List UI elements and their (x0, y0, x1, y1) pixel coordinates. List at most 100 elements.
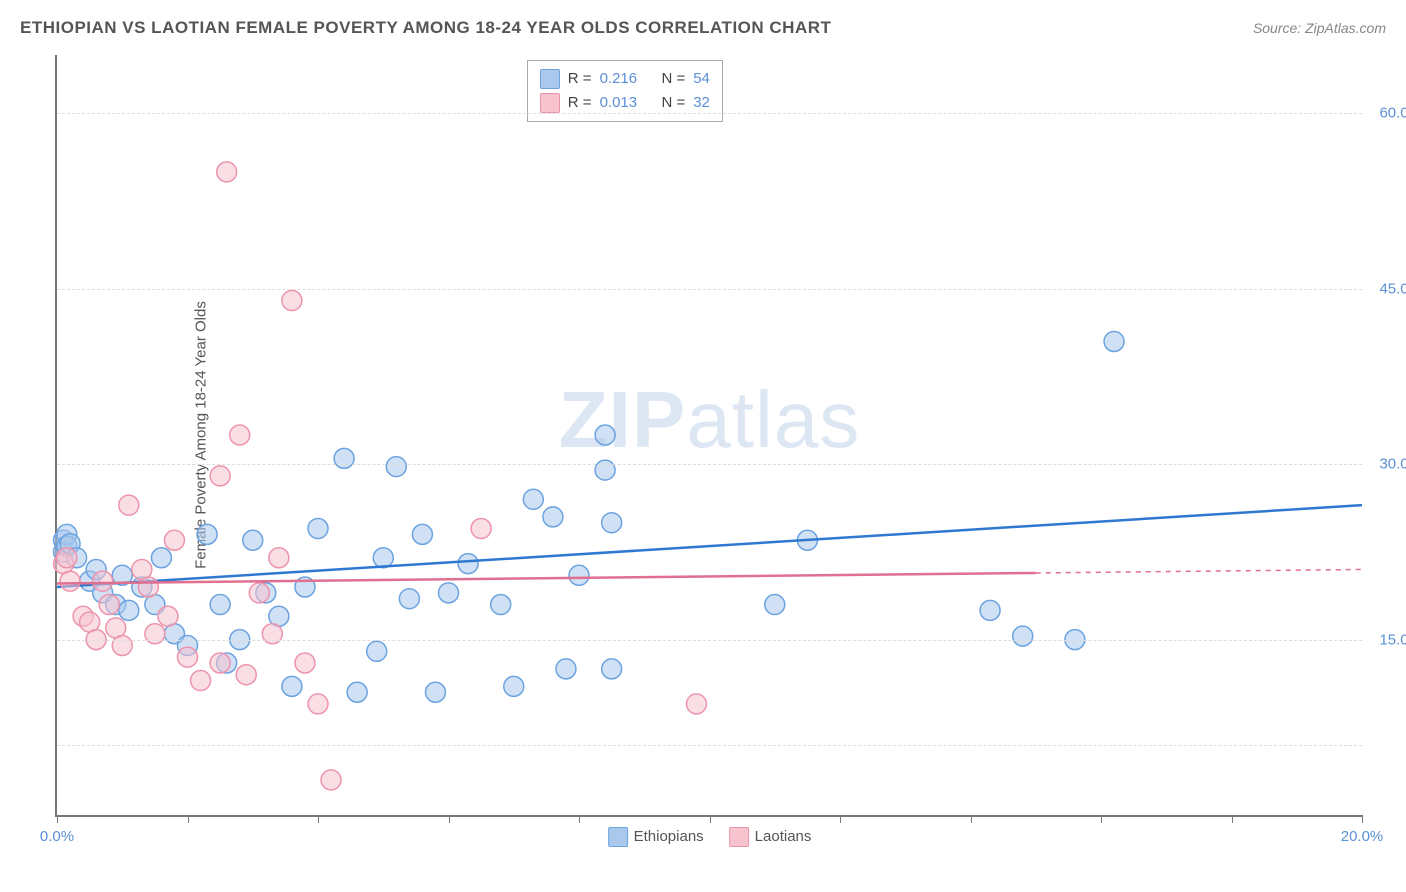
data-point (119, 600, 139, 620)
plot-area: Female Poverty Among 18-24 Year Olds ZIP… (55, 55, 1362, 817)
data-point (980, 600, 1000, 620)
data-point (399, 589, 419, 609)
data-point (367, 641, 387, 661)
data-point (543, 507, 563, 527)
data-point (217, 162, 237, 182)
data-point (60, 571, 80, 591)
gridline (57, 745, 1362, 746)
legend-label: Ethiopians (634, 828, 704, 845)
data-point (458, 554, 478, 574)
data-point (112, 635, 132, 655)
data-point (210, 653, 230, 673)
gridline (57, 289, 1362, 290)
data-point (93, 571, 113, 591)
data-point (191, 671, 211, 691)
data-point (164, 530, 184, 550)
gridline (57, 464, 1362, 465)
data-point (471, 519, 491, 539)
data-point (269, 548, 289, 568)
data-point (99, 595, 119, 615)
data-point (595, 425, 615, 445)
y-tick-label: 15.0% (1379, 631, 1406, 648)
data-point (765, 595, 785, 615)
data-point (347, 682, 367, 702)
gridline (57, 113, 1362, 114)
x-tick (579, 815, 580, 823)
data-point (504, 676, 524, 696)
legend-swatch (608, 827, 628, 847)
data-point (412, 524, 432, 544)
chart-container: ETHIOPIAN VS LAOTIAN FEMALE POVERTY AMON… (0, 0, 1406, 892)
data-point (1104, 331, 1124, 351)
legend-n-label: N = (661, 67, 685, 91)
x-tick (188, 815, 189, 823)
data-point (249, 583, 269, 603)
data-point (243, 530, 263, 550)
x-tick-label: 20.0% (1341, 828, 1384, 845)
y-tick-label: 60.0% (1379, 105, 1406, 122)
x-tick (1362, 815, 1363, 823)
legend-r-label: R = (568, 67, 592, 91)
gridline (57, 640, 1362, 641)
data-point (334, 448, 354, 468)
x-tick-label: 0.0% (40, 828, 74, 845)
data-point (282, 291, 302, 311)
data-point (282, 676, 302, 696)
data-point (145, 624, 165, 644)
x-tick (710, 815, 711, 823)
legend-n-value: 54 (693, 67, 710, 91)
data-point (262, 624, 282, 644)
data-point (308, 519, 328, 539)
legend-stat-row: R = 0.216 N = 54 (540, 67, 710, 91)
source-label: Source: ZipAtlas.com (1253, 20, 1386, 36)
x-tick (1101, 815, 1102, 823)
data-point (425, 682, 445, 702)
data-point (491, 595, 511, 615)
legend-item: Laotians (729, 827, 812, 847)
data-point (556, 659, 576, 679)
data-point (138, 577, 158, 597)
data-point (119, 495, 139, 515)
data-point (158, 606, 178, 626)
legend-series: Ethiopians Laotians (608, 827, 812, 847)
data-point (373, 548, 393, 568)
x-tick (840, 815, 841, 823)
data-point (210, 595, 230, 615)
legend-swatch (729, 827, 749, 847)
x-tick (57, 815, 58, 823)
y-tick-label: 45.0% (1379, 280, 1406, 297)
data-point (686, 694, 706, 714)
x-tick (449, 815, 450, 823)
data-point (1013, 626, 1033, 646)
legend-swatch (540, 93, 560, 113)
data-point (602, 513, 622, 533)
legend-swatch (540, 69, 560, 89)
data-point (230, 425, 250, 445)
data-point (321, 770, 341, 790)
legend-item: Ethiopians (608, 827, 704, 847)
data-point (151, 548, 171, 568)
data-point (308, 694, 328, 714)
legend-n-value: 32 (693, 91, 710, 115)
data-point (602, 659, 622, 679)
data-point (236, 665, 256, 685)
legend-r-label: R = (568, 91, 592, 115)
legend-r-value: 0.013 (600, 91, 638, 115)
y-tick-label: 30.0% (1379, 456, 1406, 473)
data-point (595, 460, 615, 480)
data-point (523, 489, 543, 509)
x-tick (318, 815, 319, 823)
data-point (569, 565, 589, 585)
data-point (57, 548, 77, 568)
legend-r-value: 0.216 (600, 67, 638, 91)
trend-line-dashed (1036, 569, 1362, 573)
data-point (210, 466, 230, 486)
data-point (178, 647, 198, 667)
chart-title: ETHIOPIAN VS LAOTIAN FEMALE POVERTY AMON… (20, 18, 831, 38)
legend-label: Laotians (755, 828, 812, 845)
x-tick (1232, 815, 1233, 823)
data-point (197, 524, 217, 544)
x-tick (971, 815, 972, 823)
scatter-svg (57, 55, 1362, 815)
data-point (386, 457, 406, 477)
